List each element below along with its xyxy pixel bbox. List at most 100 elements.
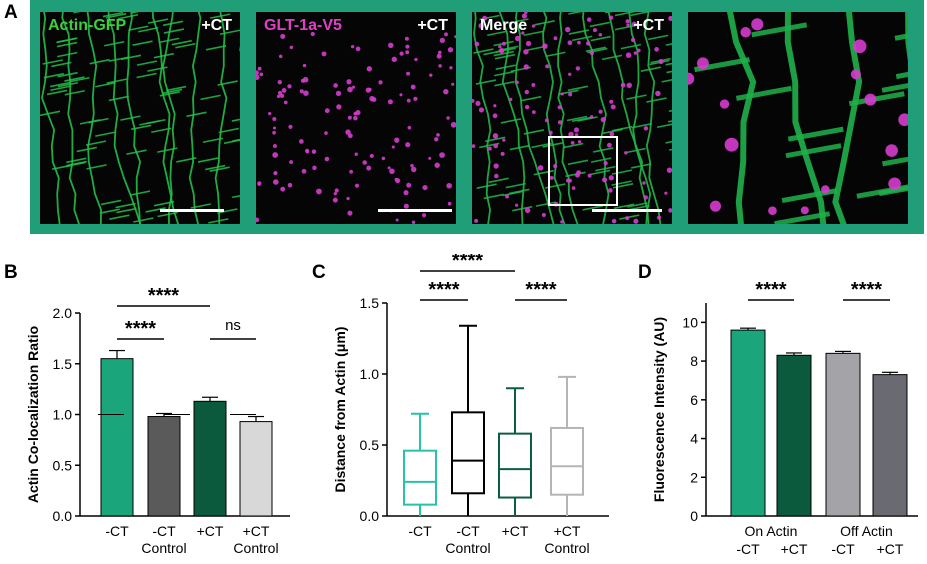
- glt-punctum: [439, 37, 446, 44]
- actin-fiber: [57, 51, 78, 58]
- glt-punctum: [587, 173, 592, 178]
- actin-fiber: [175, 42, 196, 49]
- glt-punctum: [492, 133, 499, 139]
- glt-punctum: [428, 156, 432, 160]
- glt-punctum: [349, 169, 354, 174]
- glt-punctum: [610, 104, 616, 110]
- glt-punctum: [299, 89, 304, 94]
- actin-fiber: [109, 214, 130, 220]
- actin-fiber: [40, 110, 61, 117]
- actin-fiber: [533, 169, 554, 176]
- actin-fiber: [590, 157, 612, 163]
- glt-punctum: [305, 150, 310, 154]
- x-tick-label: -CT: [152, 523, 176, 539]
- significance-label: ****: [125, 318, 156, 340]
- glt-punctum: [500, 151, 505, 156]
- actin-fiber: [128, 25, 149, 32]
- actin-fiber: [205, 45, 227, 51]
- micrograph-label: GLT-1a-V5: [264, 17, 342, 34]
- actin-fiber: [774, 211, 831, 224]
- glt-punctum: [300, 78, 305, 83]
- glt-punctum: [537, 165, 544, 171]
- scale-bar: [592, 209, 662, 212]
- actin-fiber: [589, 21, 610, 28]
- glt-punctum: [421, 213, 427, 218]
- actin-fiber: [151, 127, 172, 134]
- actin-fiber: [132, 40, 153, 46]
- micrograph-label: Merge: [480, 17, 528, 34]
- glt-punctum: [719, 99, 730, 109]
- glt-punctum: [501, 41, 506, 46]
- bar: [147, 416, 181, 517]
- glt-punctum: [696, 57, 709, 70]
- actin-fiber: [640, 66, 661, 72]
- glt-punctum: [852, 39, 867, 54]
- bar: [100, 358, 134, 517]
- glt-punctum: [523, 49, 529, 55]
- actin-fiber: [57, 81, 79, 88]
- glt-punctum: [514, 35, 521, 42]
- actin-fiber: [487, 30, 508, 37]
- actin-fiber: [202, 137, 224, 144]
- glt-punctum: [369, 153, 374, 159]
- actin-fiber: [176, 157, 197, 163]
- glt-punctum: [523, 64, 529, 70]
- glt-punctum: [333, 83, 338, 88]
- glt-punctum: [482, 15, 488, 21]
- glt-punctum: [487, 146, 492, 151]
- significance-label: ns: [225, 317, 241, 334]
- glt-punctum: [362, 160, 367, 165]
- actin-fiber: [46, 89, 68, 96]
- glt-punctum: [280, 33, 286, 39]
- actin-fiber: [66, 160, 87, 167]
- glt-punctum: [436, 133, 440, 137]
- glt-punctum: [888, 177, 901, 191]
- actin-network-image: [40, 12, 240, 224]
- scale-bar: [160, 209, 224, 212]
- glt-punctum: [259, 72, 264, 77]
- actin-fiber: [56, 37, 77, 44]
- x-tick-label: +CT: [197, 523, 224, 539]
- glt-punctum: [821, 185, 830, 194]
- actin-fiber: [217, 80, 238, 86]
- glt-punctum: [567, 40, 573, 46]
- actin-fiber: [568, 12, 583, 15]
- glt-punctum: [602, 177, 608, 183]
- actin-fiber: [557, 12, 579, 224]
- actin-fiber: [218, 127, 239, 134]
- actin-fiber: [630, 12, 651, 17]
- actin-fiber: [488, 177, 509, 184]
- glt-punctum: [492, 113, 498, 119]
- actin-fiber: [76, 146, 97, 153]
- actin-fiber: [136, 60, 158, 66]
- glt-punctum: [387, 166, 391, 170]
- glt-punctum: [395, 178, 401, 184]
- box: [498, 432, 532, 499]
- actin-fiber: [500, 118, 522, 124]
- glt-punctum: [709, 200, 722, 212]
- actin-fiber: [151, 12, 180, 224]
- glt-punctum: [549, 176, 554, 180]
- actin-fiber: [878, 185, 908, 197]
- glt-punctum: [411, 220, 416, 224]
- actin-fiber: [117, 13, 139, 20]
- actin-fiber: [625, 147, 646, 154]
- glt-punctum: [394, 137, 400, 143]
- actin-fiber: [89, 58, 110, 65]
- scale-bar: [378, 209, 452, 212]
- actin-fiber: [495, 64, 516, 70]
- glt-punctum: [443, 88, 449, 95]
- group-label: On Actin: [745, 523, 798, 539]
- glt-punctum: [571, 186, 576, 190]
- x-tick-label: -CT: [456, 523, 480, 539]
- y-axis-label: Fluorescence Intensity (AU): [651, 317, 667, 502]
- bar: [730, 329, 766, 517]
- glt-punctum: [631, 37, 636, 42]
- x-tick-label: -CT: [831, 541, 855, 557]
- glt-punctum: [429, 73, 433, 77]
- glt-punctum: [493, 143, 499, 149]
- glt-punctum: [446, 116, 450, 120]
- y-axis-label: Distance from Actin (μm): [332, 327, 348, 493]
- glt-punctum: [347, 115, 352, 120]
- actin-fiber: [100, 199, 122, 206]
